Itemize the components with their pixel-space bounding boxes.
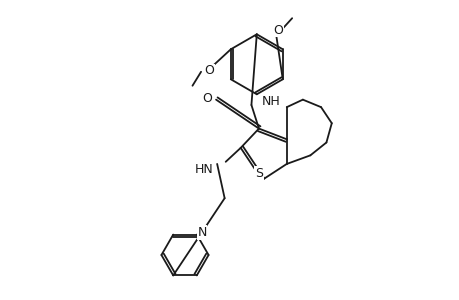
Text: HN: HN xyxy=(195,163,213,176)
Text: O: O xyxy=(202,92,212,105)
Text: N: N xyxy=(197,226,207,239)
Text: S: S xyxy=(254,167,263,180)
Text: O: O xyxy=(273,23,283,37)
Text: NH: NH xyxy=(262,95,280,108)
Text: O: O xyxy=(204,64,214,77)
